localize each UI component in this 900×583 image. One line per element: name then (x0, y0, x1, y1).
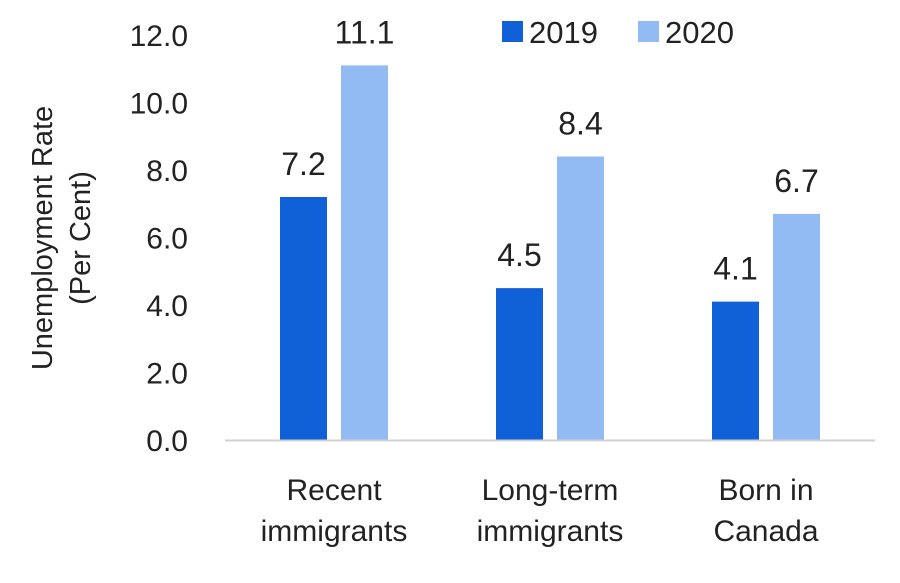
bar-2020-1 (557, 156, 604, 440)
x-category-label-line: Recent (286, 474, 382, 507)
x-category-label-line: Long-term (482, 474, 619, 507)
legend-swatch (638, 21, 659, 42)
y-axis-label-line: Unemployment Rate (27, 106, 59, 370)
data-label: 8.4 (558, 106, 602, 142)
bar-2019-0 (280, 197, 327, 440)
y-tick-label: 6.0 (146, 223, 188, 256)
x-category-label-line: immigrants (477, 515, 624, 548)
y-axis-title: Unemployment Rate (Per Cent) (27, 106, 97, 370)
legend-label: 2020 (665, 15, 734, 50)
bars (280, 65, 820, 440)
y-axis-label-line: (Per Cent) (65, 171, 97, 305)
x-category-label-line: Born in (718, 474, 813, 507)
y-axis-ticks: 0.0 2.0 4.0 6.0 8.0 10.0 12.0 (130, 20, 188, 458)
legend: 2019 2020 (502, 15, 734, 50)
bar-2020-0 (341, 65, 388, 440)
y-tick-label: 8.0 (146, 155, 188, 188)
y-tick-label: 4.0 (146, 290, 188, 323)
x-category-label: Born in Canada (713, 474, 818, 548)
bar-2019-1 (496, 288, 543, 440)
y-tick-label: 10.0 (130, 88, 188, 121)
x-category-label: Recent immigrants (261, 474, 408, 548)
y-tick-label: 2.0 (146, 358, 188, 391)
x-category-label: Long-term immigrants (477, 474, 624, 548)
y-tick-label: 12.0 (130, 20, 188, 53)
y-axis-label: Unemployment Rate (Per Cent) (27, 106, 97, 370)
data-label: 11.1 (335, 14, 395, 50)
y-tick-label: 0.0 (146, 425, 188, 458)
data-label: 4.5 (497, 237, 541, 273)
bar-2019-2 (712, 301, 759, 440)
bar-2020-2 (773, 213, 820, 440)
data-label: 6.7 (774, 163, 818, 199)
x-axis-categories: Recent immigrants Long-term immigrants Born … (261, 474, 819, 548)
data-label: 4.1 (713, 251, 757, 287)
legend-label: 2019 (529, 15, 598, 50)
x-category-label-line: Canada (713, 515, 818, 548)
value-labels: 7.2 11.1 4.5 8.4 4.1 6.7 (281, 14, 818, 286)
x-category-label-line: immigrants (261, 515, 408, 548)
data-label: 7.2 (281, 146, 325, 182)
legend-swatch (502, 21, 523, 42)
